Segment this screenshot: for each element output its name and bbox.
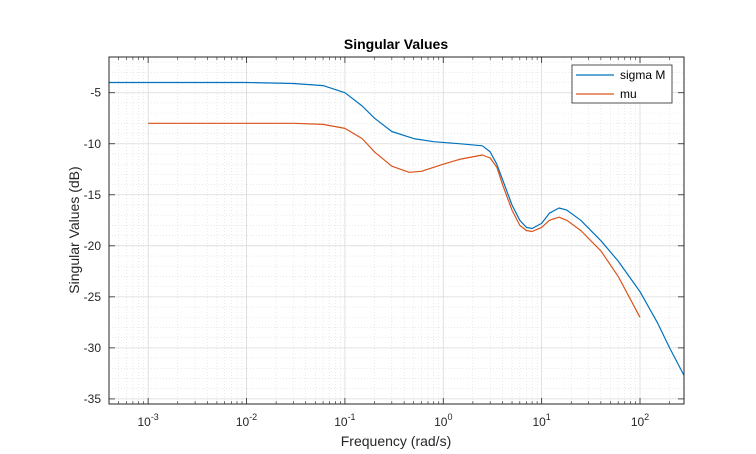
x-tick-label: 100 (434, 412, 452, 429)
x-tick-labels: 10-3 10-2 10-1 100 101 102 (137, 412, 649, 429)
legend-label-mu: mu (620, 87, 637, 101)
chart-title: Singular Values (344, 36, 448, 52)
y-tick-label: -25 (84, 290, 102, 304)
legend-box (571, 64, 673, 104)
x-tick-label: 102 (631, 412, 649, 429)
plot-area[interactable] (109, 57, 684, 404)
axes-box (108, 56, 685, 405)
x-tick-label: 10-1 (334, 412, 355, 429)
y-tick-label: -20 (84, 239, 102, 253)
series-line-mu (148, 122, 641, 318)
y-tick-label: -10 (84, 137, 102, 151)
y-tick-label: -15 (84, 188, 102, 202)
x-tick-label: 10-3 (137, 412, 158, 429)
y-axis-label: Singular Values (dB) (66, 166, 82, 293)
x-axis-label: Frequency (rad/s) (341, 433, 451, 449)
tick-marks (109, 57, 684, 404)
legend-label-sigma-m: sigma M (620, 68, 665, 82)
y-tick-labels: -5 -10 -15 -20 -25 -30 -35 (84, 86, 102, 406)
y-tick-label: -35 (84, 392, 102, 406)
series-layer (109, 81, 685, 376)
minor-grid (109, 57, 684, 404)
legend[interactable]: sigma M mu (571, 64, 673, 104)
x-tick-label: 10-2 (236, 412, 257, 429)
y-tick-label: -5 (90, 86, 101, 100)
major-grid (109, 57, 684, 404)
y-tick-label: -30 (84, 341, 102, 355)
x-tick-label: 101 (532, 412, 550, 429)
series-line-sigma-m (109, 81, 685, 376)
